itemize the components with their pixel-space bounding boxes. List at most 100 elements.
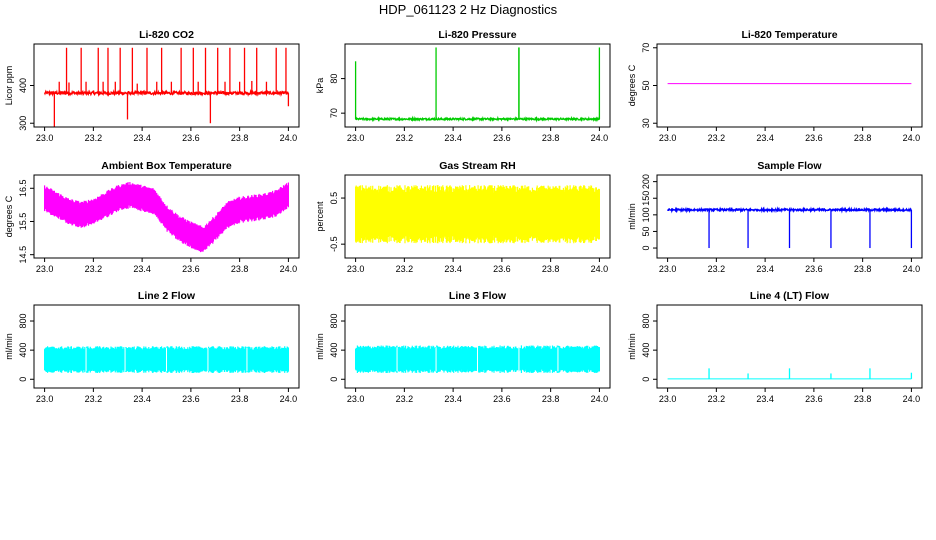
y-tick-label: 0: [18, 377, 28, 382]
y-tick-label: 400: [18, 343, 28, 358]
y-tick-label: 50: [641, 226, 651, 236]
y-axis-label: ml/min: [4, 333, 14, 360]
y-axis-label: Licor ppm: [4, 66, 14, 106]
y-axis-label: ml/min: [627, 333, 637, 360]
y-tick-label: 30: [641, 118, 651, 128]
x-tick-label: 23.4: [133, 394, 151, 404]
x-tick-label: 23.4: [756, 133, 774, 143]
x-tick-label: 23.2: [85, 264, 103, 274]
x-tick-label: 23.6: [805, 394, 823, 404]
panel-rh: Gas Stream RH 23.0 23.2 23.4 23.6 23.8 24.0 -0.…: [315, 160, 611, 274]
x-tick-label: 24.0: [903, 133, 921, 143]
x-tick-label: 23.6: [493, 394, 511, 404]
y-tick-label: 300: [18, 116, 28, 131]
x-tick-label: 24.0: [903, 394, 921, 404]
panel-temp820: Li-820 Temperature 23.0 23.2 23.4 23.6 23.8 24…: [627, 29, 923, 143]
panel-line2: Line 2 Flow 23.0 23.2 23.4 23.6 23.8 24.0 0 400 8…: [4, 290, 300, 404]
panel-title: Line 2 Flow: [138, 290, 196, 302]
x-tick-label: 23.0: [347, 264, 365, 274]
y-axis-label: degrees C: [4, 195, 14, 237]
x-tick-label: 23.0: [659, 133, 677, 143]
plot-frame: [344, 304, 611, 389]
x-tick-label: 23.8: [854, 133, 872, 143]
y-axis-label: ml/min: [627, 203, 637, 230]
y-tick-label: 0: [641, 246, 651, 251]
x-tick-label: 23.8: [231, 394, 249, 404]
panel-title: Sample Flow: [757, 160, 822, 172]
x-tick-label: 24.0: [591, 264, 609, 274]
plot-frame: [344, 174, 611, 259]
plot-frame: [344, 43, 611, 128]
x-tick-label: 23.2: [396, 133, 414, 143]
x-tick-label: 23.6: [182, 133, 200, 143]
data-series: [355, 185, 600, 244]
y-tick-label: 400: [18, 78, 28, 93]
x-tick-label: 24.0: [591, 394, 609, 404]
panel-ambient: Ambient Box Temperature 23.0 23.2 23.4 23.6 2…: [4, 160, 300, 274]
data-series: [354, 47, 601, 123]
x-tick-label: 23.6: [805, 133, 823, 143]
x-tick-label: 23.0: [659, 394, 677, 404]
y-tick-label: -0.5: [329, 236, 339, 252]
y-tick-label: 50: [641, 80, 651, 90]
x-tick-label: 23.8: [542, 394, 560, 404]
x-tick-label: 23.4: [756, 264, 774, 274]
y-tick-label: 800: [329, 314, 339, 329]
panel-title: Li-820 Pressure: [438, 29, 516, 41]
y-tick-label: 100: [641, 207, 651, 222]
y-tick-label: 16.5: [18, 180, 28, 198]
data-series: [666, 206, 913, 249]
panel-title: Gas Stream RH: [439, 160, 515, 172]
x-tick-label: 23.6: [182, 394, 200, 404]
x-tick-label: 23.4: [756, 394, 774, 404]
x-tick-label: 23.0: [36, 264, 54, 274]
y-tick-label: 0: [329, 377, 339, 382]
plot-frame: [33, 174, 300, 259]
x-tick-label: 23.8: [854, 264, 872, 274]
x-tick-label: 23.4: [444, 394, 462, 404]
x-tick-label: 23.0: [347, 394, 365, 404]
panel-sample: Sample Flow 23.0 23.2 23.4 23.6 23.8 24.0 0 50 10…: [627, 160, 923, 274]
panel-title: Line 4 (LT) Flow: [750, 290, 830, 302]
x-tick-label: 23.6: [805, 264, 823, 274]
y-tick-label: 400: [641, 343, 651, 358]
series-band-fill: [355, 193, 600, 235]
x-tick-label: 24.0: [591, 133, 609, 143]
x-tick-label: 23.8: [542, 133, 560, 143]
x-tick-label: 23.2: [85, 394, 103, 404]
y-tick-label: 150: [641, 191, 651, 206]
x-tick-label: 23.0: [36, 394, 54, 404]
x-tick-label: 23.0: [347, 133, 365, 143]
x-tick-label: 23.4: [444, 133, 462, 143]
x-tick-label: 23.2: [708, 133, 726, 143]
series-line: [355, 115, 601, 123]
x-tick-label: 24.0: [903, 264, 921, 274]
y-tick-label: 800: [641, 314, 651, 329]
y-axis-label: degrees C: [627, 64, 637, 106]
y-tick-label: 70: [641, 43, 651, 53]
panel-pressure: Li-820 Pressure 23.0 23.2 23.4 23.6 23.8 24.0 7…: [315, 29, 611, 143]
panel-title: Li-820 Temperature: [741, 29, 837, 41]
y-tick-label: 0: [641, 377, 651, 382]
y-tick-label: 14.5: [18, 246, 28, 264]
x-tick-label: 23.8: [231, 133, 249, 143]
x-tick-label: 24.0: [280, 133, 298, 143]
panel-title: Ambient Box Temperature: [101, 160, 232, 172]
data-series: [43, 47, 290, 127]
panel-title: Li-820 CO2: [139, 29, 194, 41]
x-tick-label: 23.8: [542, 264, 560, 274]
x-tick-label: 23.8: [231, 264, 249, 274]
x-tick-label: 23.0: [659, 264, 677, 274]
x-tick-label: 23.8: [854, 394, 872, 404]
data-series: [355, 345, 600, 373]
y-tick-label: 15.5: [18, 213, 28, 231]
y-axis-label: ml/min: [315, 333, 325, 360]
x-tick-label: 23.2: [708, 264, 726, 274]
plot-frame: [656, 43, 923, 128]
series-band-fill: [44, 185, 289, 249]
panel-line3: Line 3 Flow 23.0 23.2 23.4 23.6 23.8 24.0 0 400 8…: [315, 290, 611, 404]
x-tick-label: 23.6: [182, 264, 200, 274]
panel-co2: Li-820 CO2 23.0 23.2 23.4 23.6 23.8 24.0 300 400…: [4, 29, 300, 143]
x-tick-label: 23.6: [493, 133, 511, 143]
x-tick-label: 23.4: [444, 264, 462, 274]
